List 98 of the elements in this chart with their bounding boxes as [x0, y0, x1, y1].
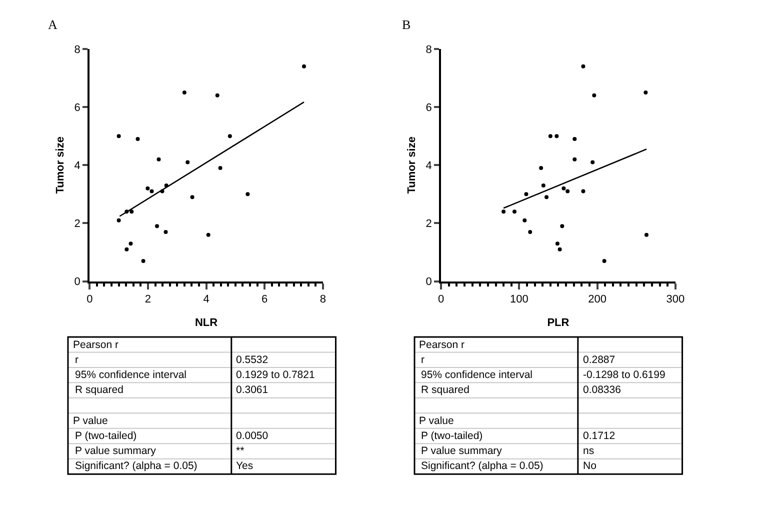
text: 0.1929 to 0.7821: [236, 369, 315, 381]
text: 0.1712: [583, 430, 616, 442]
text: Significant? (alpha = 0.05): [421, 460, 544, 472]
x-tick-label: 0: [438, 294, 444, 306]
point: [130, 210, 134, 214]
x-tick-label: 0: [86, 294, 93, 306]
point: [302, 64, 306, 68]
text: P value: [73, 415, 108, 427]
point: [554, 134, 559, 138]
point: [590, 160, 595, 164]
text: Pearson r: [73, 339, 120, 351]
point: [128, 242, 133, 246]
text: 0.08336: [583, 384, 622, 396]
point: [528, 230, 532, 234]
point: [539, 166, 544, 170]
text: 0.3061: [236, 384, 268, 396]
y-tick-label: 0: [426, 276, 432, 288]
point: [541, 183, 546, 188]
text: P (two-tailed): [421, 430, 483, 442]
text: ns: [583, 445, 594, 457]
text: r: [421, 354, 425, 366]
point: [562, 186, 566, 190]
point: [206, 232, 210, 237]
y-tick-label: 6: [426, 102, 432, 114]
text: Yes: [236, 460, 254, 472]
point: [150, 189, 154, 194]
point: [228, 134, 232, 138]
point: [644, 90, 648, 95]
y-tick-label: 0: [74, 276, 80, 288]
text: P (two-tailed): [75, 430, 137, 442]
point: [524, 192, 528, 196]
point: [512, 210, 516, 214]
x-tick-label: 300: [666, 294, 685, 306]
text: 0.0050: [236, 430, 268, 442]
point: [581, 64, 586, 68]
y-tick-label: 6: [74, 102, 80, 114]
y-tick-label: 4: [74, 160, 80, 172]
point: [156, 157, 161, 162]
text: R squared: [75, 384, 124, 396]
point: [182, 90, 186, 95]
point: [581, 189, 586, 194]
point: [558, 247, 562, 252]
text: R squared: [421, 384, 470, 396]
point: [136, 136, 140, 141]
x-tick-label: 6: [262, 294, 268, 306]
text: 0.5532: [236, 354, 268, 366]
point: [146, 186, 150, 190]
point: [190, 195, 194, 200]
text: Pearson r: [419, 339, 466, 351]
text: Significant? (alpha = 0.05): [75, 460, 198, 472]
y-tick-label: 4: [426, 160, 432, 172]
x-tick-label: 8: [320, 294, 326, 306]
point: [164, 230, 168, 234]
point: [155, 224, 159, 228]
y-tick-label: 8: [74, 44, 80, 56]
point: [218, 166, 222, 170]
y-tick-label: 8: [426, 44, 432, 56]
point: [572, 157, 577, 162]
text: r: [75, 354, 79, 366]
point: [124, 247, 129, 252]
chart-title: A: [48, 17, 58, 32]
text: 0.2887: [583, 354, 616, 366]
point: [141, 258, 146, 263]
point: [555, 242, 560, 246]
text: 95% confidence interval: [75, 369, 186, 381]
point: [116, 134, 121, 138]
x-axis-title: PLR: [547, 317, 570, 330]
text: No: [583, 460, 597, 472]
text: P value summary: [421, 445, 503, 457]
point: [186, 160, 190, 164]
point: [544, 195, 549, 200]
x-tick-label: 2: [144, 294, 152, 306]
point: [566, 189, 570, 194]
point: [548, 134, 552, 138]
point: [572, 136, 577, 141]
x-tick-label: 4: [203, 294, 210, 306]
point: [644, 232, 648, 237]
text: **: [236, 445, 244, 457]
y-tick-label: 2: [74, 218, 80, 230]
text: 95% confidence interval: [421, 369, 532, 381]
x-axis-title: NLR: [194, 317, 218, 330]
point: [560, 224, 564, 228]
point: [246, 192, 250, 196]
point: [592, 93, 596, 98]
chart-title: B: [402, 17, 411, 32]
point: [522, 218, 527, 222]
text: -0.1298 to 0.6199: [583, 369, 666, 381]
point: [116, 218, 121, 222]
x-tick-label: 100: [510, 294, 528, 306]
point: [502, 210, 506, 214]
x-tick-label: 200: [588, 294, 606, 306]
y-axis-title: Tumor size: [406, 136, 418, 194]
point: [602, 258, 606, 263]
point: [215, 93, 220, 98]
y-axis-title: Tumor size: [54, 136, 66, 194]
y-tick-label: 2: [426, 218, 432, 230]
text: P value summary: [75, 445, 157, 457]
text: P value: [419, 415, 454, 427]
